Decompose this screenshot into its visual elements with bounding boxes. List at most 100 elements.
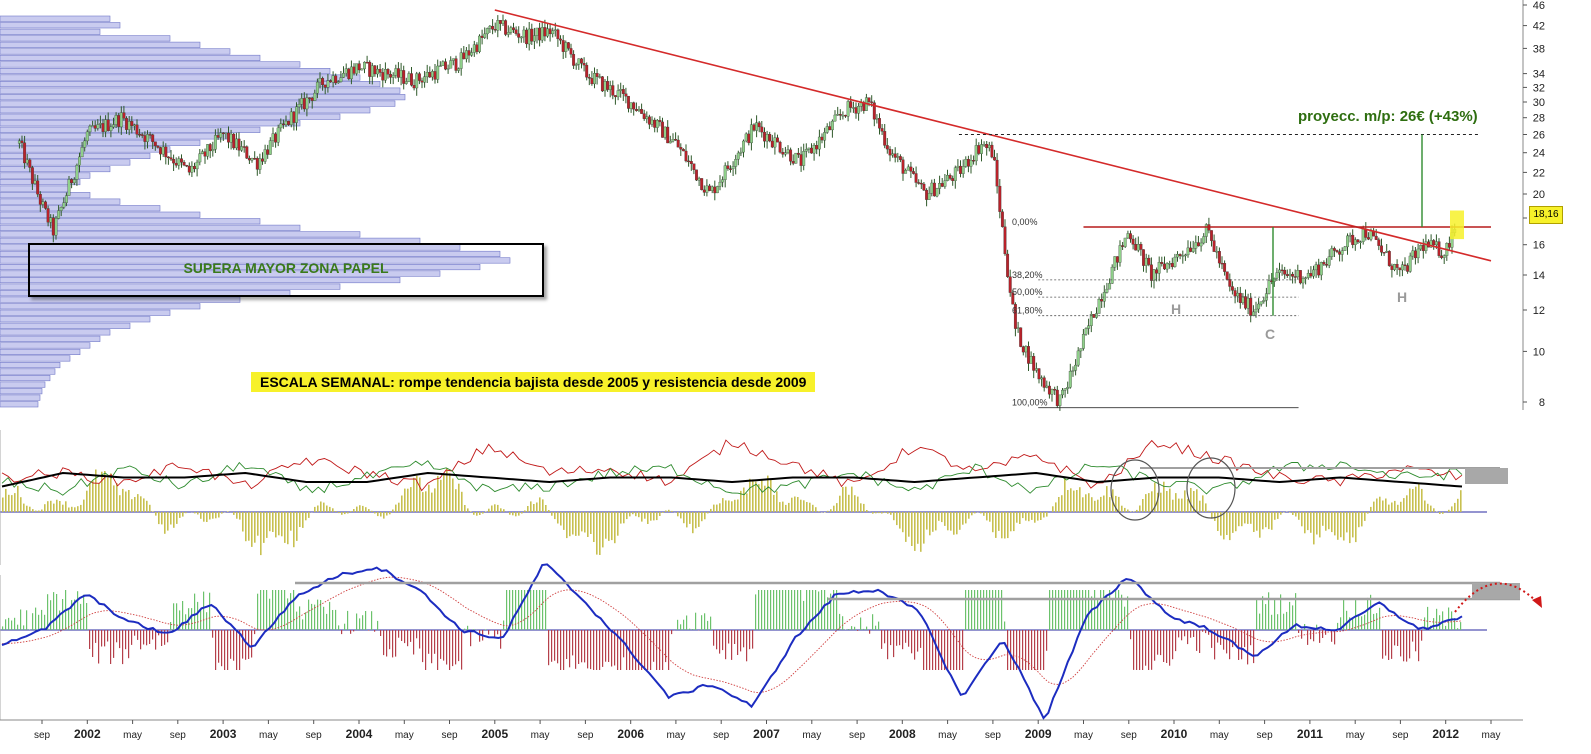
oscillator-histogram-bar — [275, 512, 277, 538]
candle-body — [1155, 269, 1159, 274]
candle-body — [368, 61, 372, 77]
macd-histogram-bar — [1052, 590, 1054, 630]
oscillator-histogram-bar — [518, 512, 520, 516]
candle-body — [1157, 262, 1161, 274]
oscillator-histogram-bar — [1091, 497, 1093, 512]
oscillator-histogram-bar — [722, 498, 724, 512]
candle-body — [919, 182, 923, 185]
macd-histogram-bar — [623, 630, 625, 658]
candle-body — [365, 61, 369, 64]
oscillator-histogram-bar — [1259, 512, 1261, 538]
oscillator-histogram-bar — [908, 512, 910, 537]
macd-histogram-bar — [524, 590, 526, 630]
candle-body — [582, 63, 586, 66]
candle-body — [1346, 235, 1349, 248]
macd-histogram-bar — [11, 620, 13, 630]
volume-profile-bar — [0, 166, 111, 173]
candle-body — [799, 154, 803, 166]
oscillator-histogram-bar — [1454, 502, 1456, 512]
x-tick-label: sep — [34, 730, 51, 741]
candle-body — [1183, 254, 1187, 257]
oscillator-histogram-bar — [833, 505, 835, 512]
candle-body — [1283, 269, 1287, 275]
candle-body — [598, 76, 602, 78]
macd-histogram-bar — [422, 630, 424, 663]
oscillator-histogram-bar — [677, 512, 679, 517]
macd-histogram-bar — [1415, 630, 1417, 652]
oscillator-histogram-bar — [782, 501, 784, 512]
oscillator-histogram-bar — [431, 492, 433, 512]
y-tick-label: 24 — [1533, 148, 1545, 160]
macd-histogram-bar — [782, 590, 784, 630]
macd-histogram-bar — [650, 630, 652, 670]
macd-histogram-bar — [632, 630, 634, 670]
volume-profile-bar — [0, 361, 61, 369]
fibonacci-label: 100,00% — [1012, 398, 1048, 408]
macd-histogram-bar — [542, 590, 544, 630]
oscillator-histogram-bar — [815, 507, 817, 512]
oscillator-histogram-bar — [32, 509, 34, 512]
oscillator-histogram-bar — [965, 512, 967, 524]
oscillator-histogram-bar — [236, 512, 238, 519]
macd-histogram-bar — [608, 630, 610, 662]
oscillator-histogram-bar — [950, 512, 952, 531]
candle-body — [880, 128, 884, 132]
candle-body — [1288, 273, 1292, 276]
candle-body — [744, 133, 748, 142]
oscillator-histogram-bar — [599, 512, 601, 555]
macd-histogram-bar — [1157, 630, 1159, 655]
macd-histogram-bar — [1025, 630, 1027, 670]
oscillator-histogram-bar — [797, 497, 799, 512]
candle-body — [1089, 314, 1093, 326]
y-tick-label: 26 — [1533, 130, 1545, 142]
oscillator-histogram-bar — [56, 499, 58, 512]
macd-histogram-bar — [785, 590, 787, 630]
oscillator-histogram-bar — [509, 512, 511, 515]
macd-histogram-bar — [416, 630, 418, 639]
candle-body — [1259, 301, 1263, 305]
candle-body — [326, 80, 330, 88]
macd-histogram-bar — [680, 624, 682, 630]
candle-body — [804, 149, 808, 152]
macd-histogram-bar — [1121, 594, 1123, 630]
macd-histogram-bar — [971, 590, 973, 630]
candle-body — [721, 179, 725, 183]
oscillator-histogram-bar — [272, 512, 274, 532]
x-tick-label: 2008 — [889, 727, 916, 741]
oscillator-histogram-bar — [107, 477, 109, 512]
candle-body — [119, 112, 123, 128]
oscillator-histogram-bar — [152, 511, 154, 512]
candle-body — [467, 50, 471, 56]
oscillator-histogram-bar — [1190, 488, 1192, 512]
macd-histogram-bar — [308, 599, 310, 630]
oscillator-histogram-bar — [248, 512, 250, 541]
macd-histogram-bar — [722, 630, 724, 651]
candle-body — [990, 144, 994, 158]
macd-histogram-bar — [1331, 630, 1333, 642]
macd-histogram-bar — [1223, 630, 1225, 650]
candle-body — [451, 58, 455, 61]
candle-body — [898, 156, 902, 160]
oscillator-histogram-bar — [428, 484, 430, 512]
macd-histogram-bar — [566, 630, 568, 659]
volume-profile-bar — [0, 172, 91, 179]
volume-profile-bar — [0, 296, 241, 303]
oscillator-histogram-bar — [410, 487, 412, 512]
candle-body — [394, 68, 398, 76]
macd-histogram-bar — [839, 613, 841, 630]
macd-histogram-bar — [1349, 617, 1351, 630]
candle-body — [485, 28, 489, 35]
oscillator-histogram-bar — [209, 512, 211, 520]
oscillator-histogram-bar — [1295, 512, 1297, 517]
volume-profile-bar — [0, 28, 101, 35]
macd-histogram-bar — [1133, 630, 1135, 670]
x-tick-label: 2012 — [1432, 727, 1459, 741]
candle-body — [959, 165, 962, 174]
macd-histogram-bar — [452, 630, 454, 667]
oscillator-histogram-bar — [662, 512, 664, 513]
oscillator-histogram-bar — [1217, 512, 1219, 531]
oscillator-histogram-bar — [1109, 497, 1111, 512]
macd-histogram-bar — [917, 630, 919, 652]
macd-histogram-bar — [956, 630, 958, 670]
candle-body — [232, 133, 236, 149]
